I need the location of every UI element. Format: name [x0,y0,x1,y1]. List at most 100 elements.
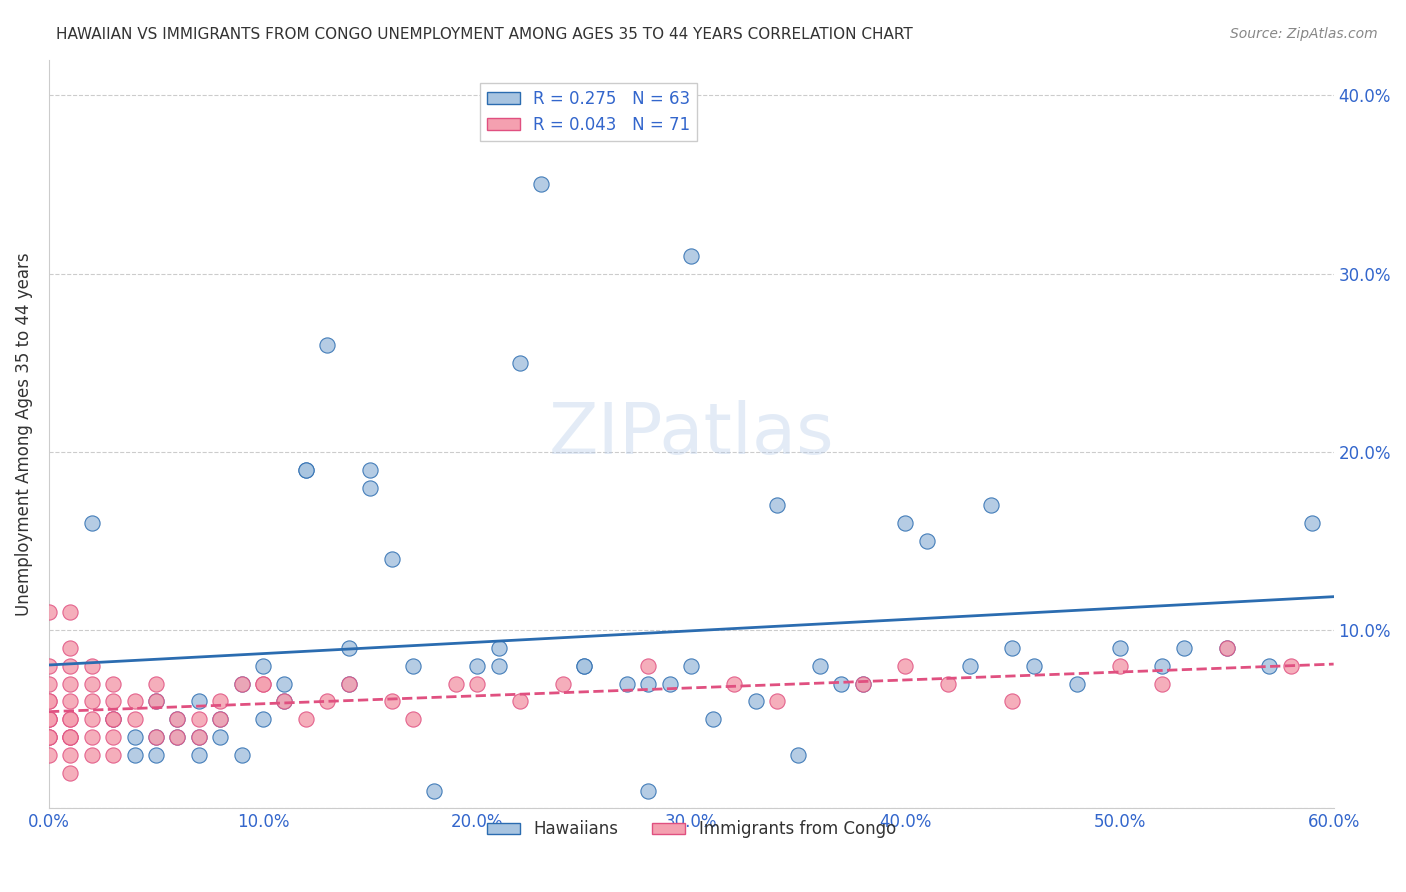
Point [1152,676,1174,690]
Point [852,676,875,690]
Point [80,747,103,762]
Point [380,551,402,566]
Point [359,463,381,477]
Point [38,730,60,744]
Point [681,658,703,673]
Point [423,783,446,797]
Point [1215,640,1237,655]
Point [59,730,82,744]
Point [316,338,339,352]
Point [38,694,60,708]
Point [915,534,938,549]
Point [488,658,510,673]
Point [959,658,981,673]
Point [509,694,531,708]
Point [103,747,125,762]
Point [766,694,789,708]
Point [103,712,125,726]
Point [103,730,125,744]
Point [616,676,638,690]
Point [38,712,60,726]
Legend: Hawaiians, Immigrants from Congo: Hawaiians, Immigrants from Congo [481,814,903,845]
Point [187,694,209,708]
Point [59,730,82,744]
Point [744,694,766,708]
Point [509,356,531,370]
Point [103,676,125,690]
Point [59,765,82,780]
Point [80,658,103,673]
Point [1001,640,1024,655]
Point [1066,676,1088,690]
Point [894,658,917,673]
Point [273,694,295,708]
Point [936,676,959,690]
Point [1215,640,1237,655]
Point [637,783,659,797]
Point [59,640,82,655]
Point [166,730,188,744]
Point [209,712,232,726]
Point [1152,658,1174,673]
Point [787,747,810,762]
Point [145,694,167,708]
Point [187,747,209,762]
Point [273,676,295,690]
Point [166,712,188,726]
Point [574,658,596,673]
Point [38,605,60,619]
Point [1173,640,1195,655]
Point [465,658,488,673]
Point [766,499,789,513]
Point [209,712,232,726]
Point [187,712,209,726]
Point [166,730,188,744]
Point [252,676,274,690]
Point [465,676,488,690]
Text: Source: ZipAtlas.com: Source: ZipAtlas.com [1230,27,1378,41]
Point [59,676,82,690]
Point [231,747,253,762]
Point [59,730,82,744]
Point [444,676,467,690]
Point [59,658,82,673]
Point [1022,658,1045,673]
Point [38,658,60,673]
Point [830,676,852,690]
Point [273,694,295,708]
Point [295,712,318,726]
Point [252,712,274,726]
Point [574,658,596,673]
Point [145,676,167,690]
Point [80,694,103,708]
Point [1279,658,1302,673]
Point [124,694,146,708]
Point [252,658,274,673]
Point [808,658,831,673]
Point [894,516,917,531]
Text: ZIPatlas: ZIPatlas [548,400,834,468]
Point [1108,640,1130,655]
Point [209,694,232,708]
Point [38,694,60,708]
Point [1108,658,1130,673]
Point [145,730,167,744]
Point [80,676,103,690]
Point [38,730,60,744]
Point [145,694,167,708]
Point [209,730,232,744]
Point [316,694,339,708]
Point [231,676,253,690]
Point [59,747,82,762]
Point [681,249,703,263]
Point [103,712,125,726]
Point [59,605,82,619]
Point [145,730,167,744]
Point [488,640,510,655]
Point [124,712,146,726]
Point [38,712,60,726]
Point [231,676,253,690]
Point [702,712,724,726]
Point [295,463,318,477]
Point [38,712,60,726]
